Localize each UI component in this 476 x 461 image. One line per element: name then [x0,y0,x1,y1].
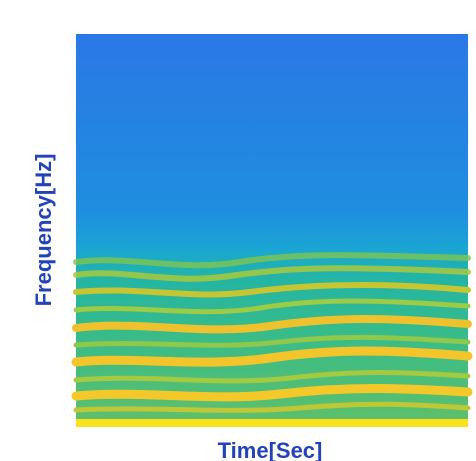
x-axis-label: Time[Sec] [218,438,323,461]
y-axis-label: Frequency[Hz] [31,154,56,307]
chart: Time[Sec] Frequency[Hz] [0,0,476,461]
spectrogram-floor [76,419,468,427]
spectrogram-background [76,34,468,427]
spectrogram [76,34,468,427]
